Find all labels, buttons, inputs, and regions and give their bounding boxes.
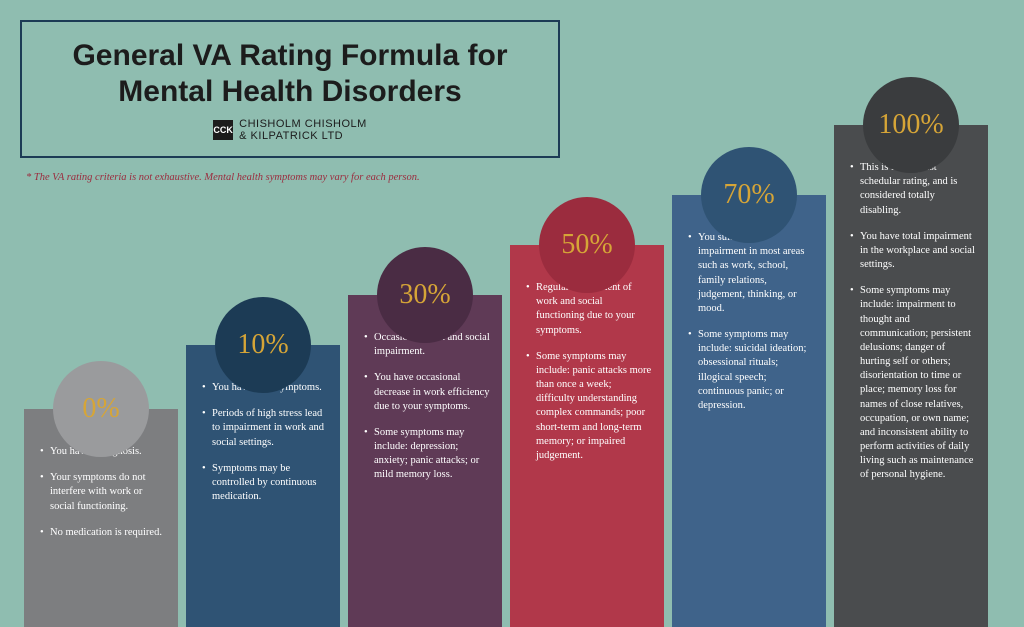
rating-bullet: Symptoms may be controlled by continuous… (202, 462, 328, 505)
rating-bullet: Some symptoms may include: impairment to… (850, 284, 976, 482)
rating-bullet-list: You suffer from impairment in most areas… (688, 231, 814, 413)
rating-bullet: You suffer from impairment in most areas… (688, 231, 814, 316)
rating-column: You suffer from impairment in most areas… (672, 195, 826, 627)
rating-column: Occasional work and social impairment.Yo… (348, 295, 502, 627)
rating-bullet-list: Occasional work and social impairment.Yo… (364, 331, 490, 483)
rating-percent-circle: 30% (377, 247, 473, 343)
rating-bullet: Some symptoms may include: panic attacks… (526, 350, 652, 463)
rating-bullet: No medication is required. (40, 526, 166, 540)
rating-column: Regular impairment of work and social fu… (510, 245, 664, 627)
rating-bullet: Some symptoms may include: depression; a… (364, 426, 490, 483)
rating-bullet-list: You have mild symptoms.Periods of high s… (202, 381, 328, 504)
bar-chart: You have a diagnosis.Your symptoms do no… (0, 0, 1024, 627)
rating-percent-circle: 50% (539, 197, 635, 293)
rating-bullet: Periods of high stress lead to impairmen… (202, 407, 328, 450)
rating-percent-circle: 10% (215, 297, 311, 393)
rating-bullet: Your symptoms do not interfere with work… (40, 471, 166, 514)
rating-bullet-list: You have a diagnosis.Your symptoms do no… (40, 445, 166, 540)
rating-bullet-list: Regular impairment of work and social fu… (526, 281, 652, 463)
rating-percent-circle: 100% (863, 77, 959, 173)
rating-percent-circle: 0% (53, 361, 149, 457)
rating-column: This is the highest schedular rating, an… (834, 125, 988, 627)
rating-bullet: You have total impairment in the workpla… (850, 230, 976, 273)
rating-bullet-list: This is the highest schedular rating, an… (850, 161, 976, 483)
rating-percent-circle: 70% (701, 147, 797, 243)
rating-bullet: Some symptoms may include: suicidal idea… (688, 328, 814, 413)
rating-bullet: You have occasional decrease in work eff… (364, 371, 490, 414)
